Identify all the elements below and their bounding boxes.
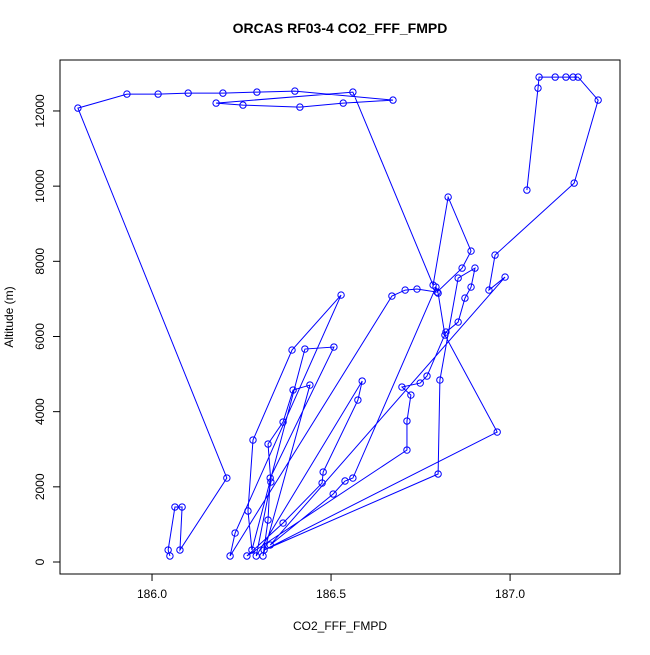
data-point <box>74 104 82 112</box>
data-point <box>264 440 272 448</box>
data-point <box>434 470 442 478</box>
data-point <box>266 541 274 549</box>
data-point <box>491 251 499 259</box>
data-point <box>341 477 349 485</box>
data-point <box>535 73 543 81</box>
data-point <box>339 99 347 107</box>
data-point <box>249 436 257 444</box>
data-point <box>171 503 179 511</box>
data-point <box>570 179 578 187</box>
data-point <box>212 99 220 107</box>
data-point <box>279 418 287 426</box>
data-point <box>436 376 444 384</box>
data-point <box>432 283 440 291</box>
data-point <box>267 478 275 486</box>
data-point <box>266 474 274 482</box>
data-point <box>318 479 326 487</box>
data-point <box>219 89 227 97</box>
data-point <box>244 507 252 515</box>
data-point <box>164 546 172 554</box>
data-point <box>260 546 268 554</box>
data-point <box>231 529 239 537</box>
data-point <box>123 90 131 98</box>
y-tick-label: 4000 <box>33 398 47 425</box>
data-point <box>329 490 337 498</box>
data-point <box>433 288 441 296</box>
data-point <box>264 516 272 524</box>
y-tick-label: 2000 <box>33 473 47 500</box>
data-point <box>574 73 582 81</box>
data-point <box>441 331 449 339</box>
data-point <box>444 193 452 201</box>
data-point <box>458 264 466 272</box>
data-point <box>288 346 296 354</box>
data-point <box>398 383 406 391</box>
data-point <box>471 264 479 272</box>
data-point <box>296 103 304 111</box>
data-point <box>223 474 231 482</box>
x-axis-label: CO2_FFF_FMPD <box>293 619 387 633</box>
data-point <box>349 474 357 482</box>
data-point <box>337 291 345 299</box>
data-point <box>301 345 309 353</box>
data-point <box>403 417 411 425</box>
data-point <box>279 519 287 527</box>
data-point <box>291 87 299 95</box>
data-point <box>176 546 184 554</box>
data-point <box>454 274 462 282</box>
data-point <box>349 88 357 96</box>
data-point <box>226 552 234 560</box>
data-point <box>319 468 327 476</box>
data-point <box>534 84 542 92</box>
data-point <box>248 546 256 554</box>
data-point <box>388 292 396 300</box>
data-point <box>403 446 411 454</box>
data-point <box>461 294 469 302</box>
data-point <box>551 73 559 81</box>
y-axis-label: Altitude (m) <box>2 286 16 347</box>
data-point <box>407 391 415 399</box>
y-tick-label: 6000 <box>33 323 47 350</box>
data-point <box>354 396 362 404</box>
data-point <box>523 186 531 194</box>
y-tick-label: 8000 <box>33 248 47 275</box>
data-point <box>562 73 570 81</box>
data-point <box>330 343 338 351</box>
data-point <box>184 89 192 97</box>
data-point <box>501 273 509 281</box>
x-tick-label: 187.0 <box>495 587 525 601</box>
data-point <box>493 428 501 436</box>
data-point <box>413 285 421 293</box>
data-point <box>239 101 247 109</box>
data-point <box>358 377 366 385</box>
data-point <box>423 372 431 380</box>
y-tick-label: 10000 <box>33 169 47 203</box>
data-point <box>569 73 577 81</box>
data-point <box>594 96 602 104</box>
data-point <box>178 503 186 511</box>
data-point <box>485 286 493 294</box>
data-point <box>154 90 162 98</box>
plot-frame <box>59 59 621 575</box>
data-point <box>454 318 462 326</box>
data-line <box>77 76 599 557</box>
y-tick-label: 12000 <box>33 94 47 128</box>
data-point <box>252 552 260 560</box>
x-tick-label: 186.0 <box>137 587 167 601</box>
data-point <box>289 386 297 394</box>
data-point <box>416 379 424 387</box>
data-point <box>243 552 251 560</box>
data-point <box>467 247 475 255</box>
data-point <box>389 96 397 104</box>
data-point <box>467 283 475 291</box>
x-tick-label: 186.5 <box>316 587 346 601</box>
data-point <box>253 88 261 96</box>
y-tick-label: 0 <box>33 558 47 565</box>
chart-title: ORCAS RF03-4 CO2_FFF_FMPD <box>233 20 448 36</box>
data-point <box>306 381 314 389</box>
data-point <box>401 286 409 294</box>
